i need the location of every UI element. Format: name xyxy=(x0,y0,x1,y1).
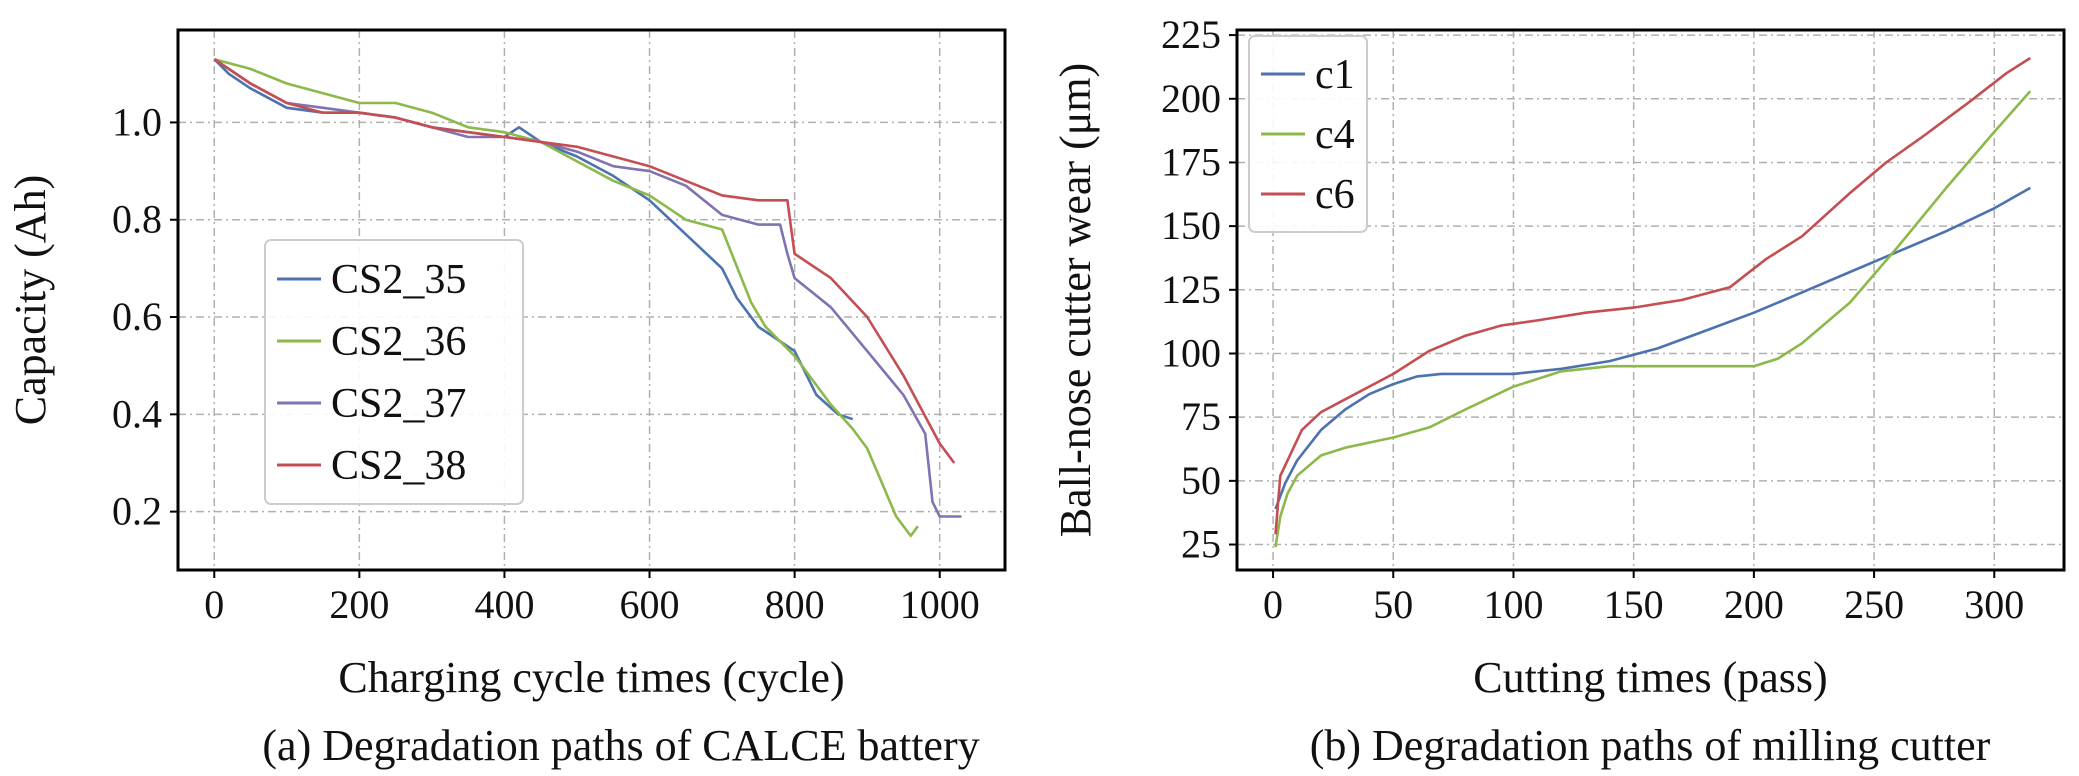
x-tick-label: 150 xyxy=(1604,582,1664,627)
y-axis-label: Ball-nose cutter wear (μm) xyxy=(1051,63,1100,537)
legend-label: CS2_36 xyxy=(331,319,466,365)
y-tick-label: 150 xyxy=(1161,203,1221,248)
plot-frame xyxy=(176,28,1007,572)
x-tick-label: 50 xyxy=(1373,582,1413,627)
x-tick-label: 600 xyxy=(620,582,680,627)
x-tick-label: 200 xyxy=(329,582,389,627)
series-line-c4 xyxy=(1274,90,2032,548)
plot-frame xyxy=(1235,28,2066,572)
x-tick-label: 400 xyxy=(474,582,534,627)
x-tick-label: 0 xyxy=(204,582,224,627)
y-tick-label: 0.2 xyxy=(112,489,162,534)
y-tick-label: 1.0 xyxy=(112,99,162,144)
legend-box xyxy=(264,239,524,505)
x-tick-label: 250 xyxy=(1844,582,1904,627)
y-tick-label: 100 xyxy=(1161,330,1221,375)
chart-b-cutter-wear: 0 50 100 150 200 250 300 25 50 75 100 125 150 175 200 2… xyxy=(1051,12,2066,770)
legend-label: CS2_37 xyxy=(331,381,466,427)
y-tick-label: 50 xyxy=(1181,458,1221,503)
x-tick-label: 0 xyxy=(1263,582,1283,627)
x-tick-label: 800 xyxy=(765,582,825,627)
series-line-cs2-36 xyxy=(213,57,919,538)
x-tick-label: 200 xyxy=(1724,582,1784,627)
y-tick-label: 175 xyxy=(1161,139,1221,184)
legend-label: c6 xyxy=(1315,172,1355,218)
x-axis-label: Cutting times (pass) xyxy=(1473,653,1827,702)
chart-a-battery-capacity: 0 200 400 600 800 1000 0.2 0.4 0.6 0.8 1.0 Charging… xyxy=(6,28,1007,770)
y-axis-label: Capacity (Ah) xyxy=(6,175,55,425)
figure-caption: (b) Degradation paths of milling cutter xyxy=(1310,721,1991,770)
x-tick-label: 1000 xyxy=(900,582,980,627)
legend-label: CS2_35 xyxy=(331,257,466,303)
legend-box xyxy=(1248,35,1368,233)
legend-label: c1 xyxy=(1315,52,1355,98)
y-tick-label: 25 xyxy=(1181,522,1221,567)
series-line-cs2-38 xyxy=(213,58,956,464)
series-line-c1 xyxy=(1274,186,2031,510)
x-axis-label: Charging cycle times (cycle) xyxy=(338,653,844,702)
y-tick-label: 75 xyxy=(1181,394,1221,439)
x-tick-label: 300 xyxy=(1964,582,2024,627)
y-tick-label: 125 xyxy=(1161,267,1221,312)
series-line-c6 xyxy=(1274,56,2031,535)
figure-caption: (a) Degradation paths of CALCE battery xyxy=(262,721,979,770)
y-tick-label: 200 xyxy=(1161,76,1221,121)
x-tick-label: 100 xyxy=(1483,582,1543,627)
y-tick-label: 0.4 xyxy=(112,391,162,436)
y-tick-label: 225 xyxy=(1161,12,1221,57)
legend-label: c4 xyxy=(1315,112,1355,158)
legend-label: CS2_38 xyxy=(331,443,466,489)
y-tick-label: 0.6 xyxy=(112,294,162,339)
y-tick-label: 0.8 xyxy=(112,197,162,242)
